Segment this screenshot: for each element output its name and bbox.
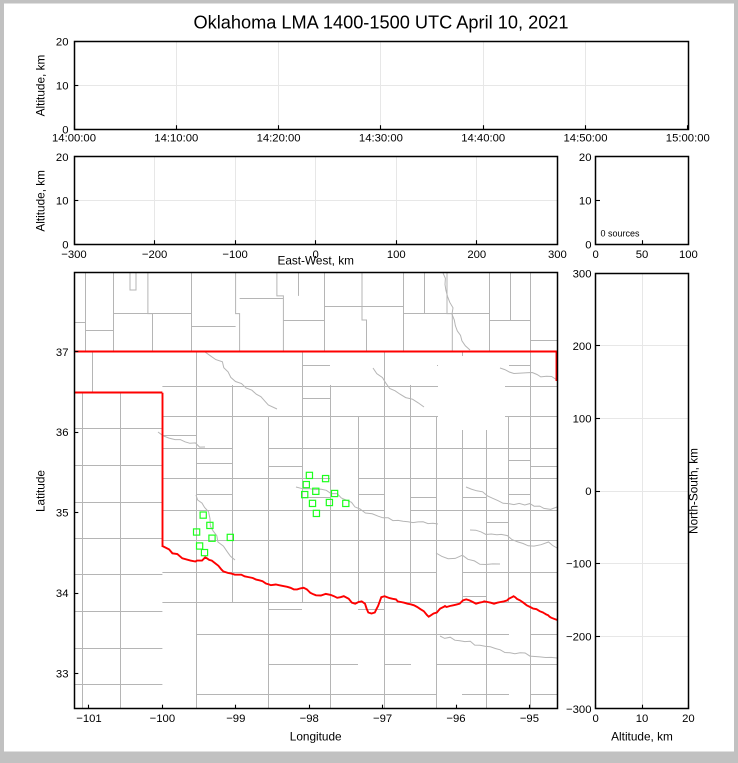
svg-text:100: 100 [679, 249, 698, 261]
svg-text:−101: −101 [76, 713, 101, 725]
svg-text:14:50:00: 14:50:00 [564, 132, 608, 144]
svg-text:−96: −96 [446, 713, 465, 725]
svg-text:Altitude, km: Altitude, km [611, 730, 673, 744]
svg-text:East-West, km: East-West, km [277, 254, 354, 268]
svg-text:−300: −300 [61, 249, 86, 261]
svg-text:0 sources: 0 sources [601, 229, 641, 239]
svg-text:−99: −99 [226, 713, 245, 725]
svg-text:14:40:00: 14:40:00 [461, 132, 505, 144]
svg-text:0: 0 [313, 249, 319, 261]
svg-text:−95: −95 [520, 713, 539, 725]
svg-text:20: 20 [56, 36, 69, 48]
svg-text:14:20:00: 14:20:00 [257, 132, 301, 144]
svg-text:0: 0 [593, 713, 599, 725]
svg-text:100: 100 [387, 249, 406, 261]
svg-text:20: 20 [682, 713, 695, 725]
svg-text:100: 100 [573, 414, 592, 426]
svg-text:35: 35 [56, 508, 69, 520]
svg-text:−100: −100 [566, 559, 591, 571]
svg-text:14:10:00: 14:10:00 [154, 132, 198, 144]
svg-text:14:00:00: 14:00:00 [52, 132, 96, 144]
svg-text:−200: −200 [142, 249, 167, 261]
svg-text:33: 33 [56, 668, 69, 680]
svg-text:−97: −97 [373, 713, 392, 725]
svg-text:−200: −200 [566, 631, 591, 643]
svg-text:36: 36 [56, 427, 69, 439]
svg-text:0: 0 [585, 486, 591, 498]
svg-text:0: 0 [62, 124, 68, 136]
svg-text:50: 50 [636, 249, 649, 261]
svg-text:North-South, km: North-South, km [687, 448, 701, 534]
svg-text:20: 20 [56, 152, 69, 164]
svg-text:10: 10 [56, 196, 69, 208]
svg-text:0: 0 [62, 239, 68, 251]
svg-text:0: 0 [585, 239, 591, 251]
svg-text:Altitude, km: Altitude, km [34, 170, 48, 232]
svg-text:300: 300 [548, 249, 567, 261]
svg-text:37: 37 [56, 347, 69, 359]
svg-text:−300: −300 [566, 704, 591, 716]
svg-text:20: 20 [579, 152, 592, 164]
svg-text:10: 10 [579, 196, 592, 208]
svg-text:−98: −98 [300, 713, 319, 725]
svg-text:Altitude, km: Altitude, km [34, 55, 48, 117]
svg-text:10: 10 [56, 80, 69, 92]
svg-text:−100: −100 [150, 713, 175, 725]
svg-text:34: 34 [56, 588, 69, 600]
svg-text:200: 200 [467, 249, 486, 261]
svg-text:300: 300 [573, 268, 592, 280]
svg-text:0: 0 [593, 249, 599, 261]
svg-text:Latitude: Latitude [34, 470, 48, 512]
svg-text:10: 10 [636, 713, 649, 725]
svg-text:15:00:00: 15:00:00 [666, 132, 710, 144]
svg-text:−100: −100 [222, 249, 247, 261]
svg-text:200: 200 [573, 341, 592, 353]
svg-text:14:30:00: 14:30:00 [359, 132, 403, 144]
svg-text:Oklahoma LMA 1400-1500 UTC Apr: Oklahoma LMA 1400-1500 UTC April 10, 202… [193, 13, 568, 33]
svg-text:Longitude: Longitude [290, 730, 342, 744]
